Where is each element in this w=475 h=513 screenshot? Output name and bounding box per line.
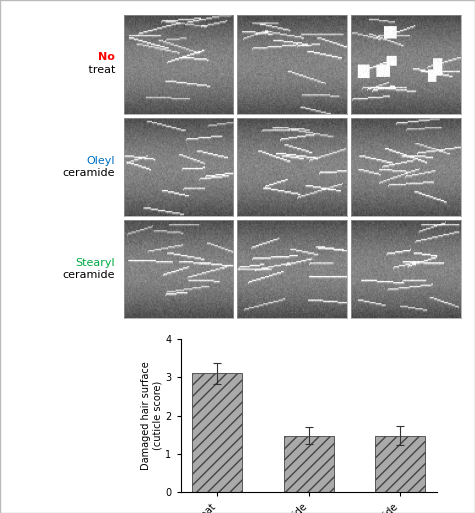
Text: Stearyl: Stearyl <box>76 258 115 268</box>
Text: treat: treat <box>85 65 115 75</box>
Text: ceramide: ceramide <box>62 270 115 280</box>
Bar <box>192 373 242 492</box>
Bar <box>284 436 334 492</box>
Text: No: No <box>98 52 115 63</box>
Text: Oleyl: Oleyl <box>86 155 115 166</box>
Text: ceramide: ceramide <box>62 168 115 178</box>
Bar <box>375 436 425 492</box>
Y-axis label: Damaged hair surface
(cuticle score): Damaged hair surface (cuticle score) <box>141 361 162 470</box>
